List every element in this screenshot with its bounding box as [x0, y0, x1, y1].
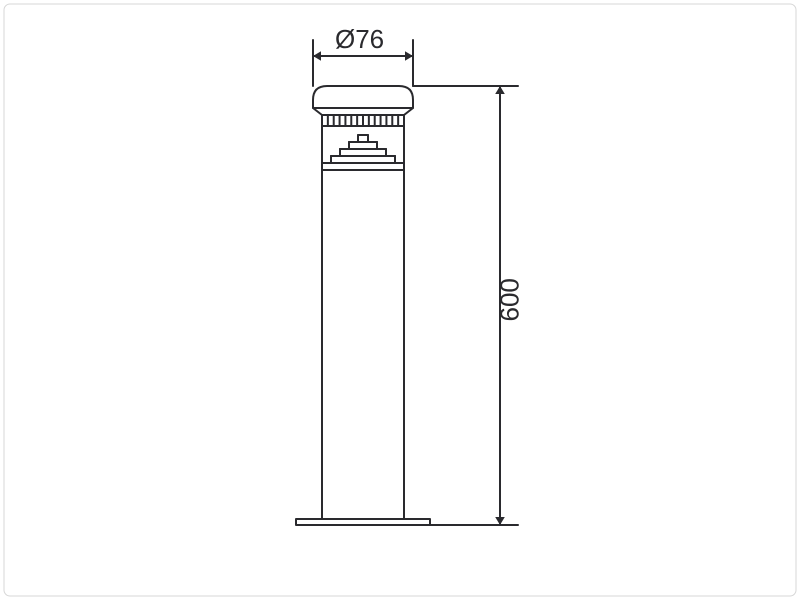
technical-drawing: [0, 0, 800, 600]
width-dimension-label: Ø76: [335, 24, 384, 55]
height-dimension-label: 600: [495, 278, 526, 321]
